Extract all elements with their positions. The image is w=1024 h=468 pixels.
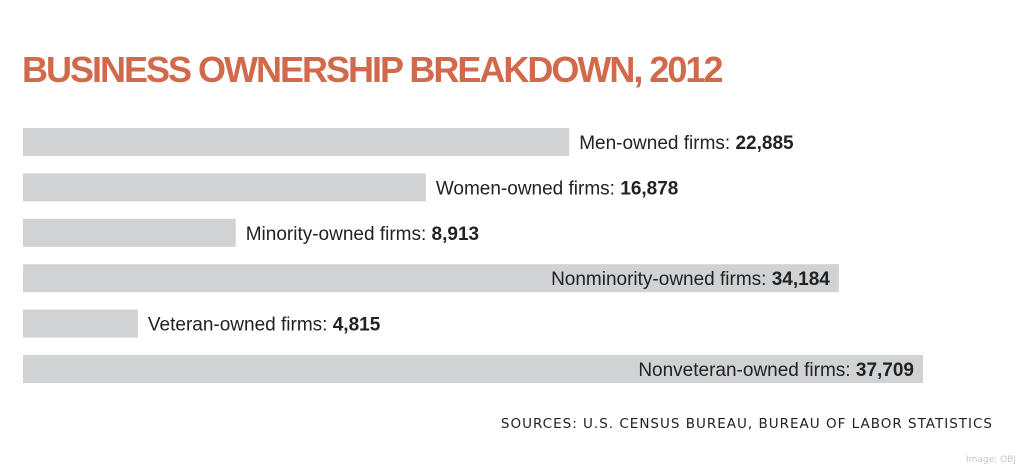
category-label-1: Women-owned firms:: [436, 178, 620, 199]
bar-label-5: Nonveteran-owned firms: 37,709: [638, 360, 914, 381]
image-credit: Image: OBJ: [966, 455, 1016, 465]
value-label-5: 37,709: [856, 360, 914, 381]
category-label-0: Men-owned firms:: [579, 133, 735, 154]
bar-label-2: Minority-owned firms: 8,913: [246, 224, 479, 245]
bar-label-4: Veteran-owned firms: 4,815: [148, 315, 381, 336]
bar-1: [23, 173, 426, 202]
bar-label-0: Men-owned firms: 22,885: [579, 133, 794, 154]
value-label-2: 8,913: [432, 224, 480, 245]
bar-3: [23, 264, 839, 293]
value-label-4: 4,815: [333, 315, 381, 336]
category-label-3: Nonminority-owned firms:: [551, 269, 772, 290]
category-label-5: Nonveteran-owned firms:: [638, 360, 856, 381]
sources-note: SOURCES: U.S. CENSUS BUREAU, BUREAU OF L…: [500, 416, 993, 432]
bar-4: [23, 309, 138, 338]
category-label-2: Minority-owned firms:: [246, 224, 432, 245]
category-label-4: Veteran-owned firms:: [148, 315, 333, 336]
bar-2: [23, 218, 236, 247]
bar-label-1: Women-owned firms: 16,878: [436, 178, 679, 199]
value-label-0: 22,885: [735, 133, 794, 154]
value-label-1: 16,878: [620, 178, 678, 199]
bar-5: [23, 355, 923, 383]
bar-0: [23, 128, 570, 156]
bar-label-3: Nonminority-owned firms: 34,184: [551, 269, 830, 290]
value-label-3: 34,184: [772, 269, 831, 290]
chart-title: BUSINESS OWNERSHIP BREAKDOWN, 2012: [22, 49, 723, 90]
